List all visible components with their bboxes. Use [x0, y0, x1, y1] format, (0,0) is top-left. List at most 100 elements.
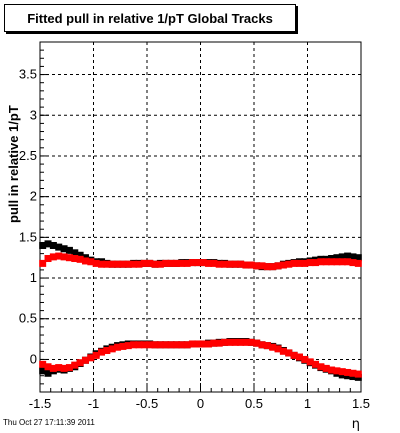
data-point — [60, 364, 68, 372]
data-point — [76, 255, 84, 263]
data-point — [65, 254, 73, 262]
data-point — [55, 364, 63, 372]
data-point — [183, 259, 191, 267]
data-point — [39, 241, 47, 249]
y-tick-label: 3.5 — [19, 67, 37, 82]
data-point — [274, 345, 282, 353]
y-tick-label: 1.5 — [19, 229, 37, 244]
data-point — [108, 260, 116, 268]
data-point — [215, 339, 223, 347]
data-point — [108, 345, 116, 353]
data-point — [76, 251, 84, 259]
data-point — [60, 253, 68, 261]
data-point — [39, 367, 47, 375]
data-point — [172, 341, 180, 349]
data-point — [172, 259, 180, 267]
data-point — [39, 360, 47, 368]
data-point — [354, 254, 362, 262]
data-point — [253, 262, 261, 270]
data-point — [60, 245, 68, 253]
y-tick-label: 2.5 — [19, 148, 37, 163]
data-point — [135, 341, 143, 349]
data-point — [55, 252, 63, 260]
data-point — [205, 259, 213, 267]
data-point — [290, 351, 298, 359]
data-point — [71, 249, 79, 257]
data-point — [333, 367, 341, 375]
data-point — [44, 363, 52, 371]
data-point — [55, 243, 63, 251]
data-point — [253, 339, 261, 347]
data-point — [290, 259, 298, 267]
data-point — [210, 339, 218, 347]
data-point — [199, 259, 207, 267]
data-point — [312, 360, 320, 368]
grid-lines — [39, 42, 362, 392]
data-point — [98, 260, 106, 268]
data-point — [194, 340, 202, 348]
data-point — [317, 363, 325, 371]
data-point — [210, 259, 218, 267]
data-point — [322, 258, 330, 266]
data-point — [65, 364, 73, 372]
data-point — [167, 341, 175, 349]
data-point — [140, 341, 148, 349]
y-tick-label: 0 — [30, 351, 37, 366]
x-tick-label: 0 — [197, 396, 204, 411]
data-point — [162, 341, 170, 349]
data-point — [349, 259, 357, 267]
data-point — [103, 260, 111, 268]
x-tick-label: -1 — [88, 396, 100, 411]
data-point — [103, 346, 111, 354]
data-point — [226, 338, 234, 346]
data-point — [338, 368, 346, 376]
data-point — [247, 338, 255, 346]
data-point — [349, 369, 357, 377]
data-point — [279, 261, 287, 269]
chart-title-text: Fitted pull in relative 1/pT Global Trac… — [27, 10, 273, 26]
data-point — [301, 259, 309, 267]
data-point — [269, 263, 277, 271]
axis-ticks — [39, 49, 362, 393]
x-tick-label: 1.5 — [352, 396, 370, 411]
data-point — [349, 253, 357, 261]
data-point — [338, 258, 346, 266]
data-point — [247, 261, 255, 269]
data-point — [333, 254, 341, 262]
data-point — [279, 347, 287, 355]
data-point — [49, 253, 57, 261]
y-axis-label: pull in relative 1/pT — [6, 105, 21, 223]
data-point — [178, 341, 186, 349]
data-point — [269, 343, 277, 351]
data-point — [231, 338, 239, 346]
data-point — [44, 369, 52, 377]
data-point — [124, 342, 132, 350]
data-point — [76, 359, 84, 367]
data-point — [285, 349, 293, 357]
data-point — [301, 355, 309, 363]
data-point — [87, 354, 95, 362]
x-tick-label: 1 — [304, 396, 311, 411]
y-tick-label: 3 — [30, 107, 37, 122]
data-point — [306, 358, 314, 366]
data-point — [49, 241, 57, 249]
x-tick-label: -0.5 — [136, 396, 158, 411]
data-point — [237, 338, 245, 346]
data-point — [344, 368, 352, 376]
data-point — [295, 259, 303, 267]
data-point — [258, 262, 266, 270]
data-point — [322, 364, 330, 372]
data-point — [130, 260, 138, 268]
data-point — [194, 259, 202, 267]
data-point — [354, 259, 362, 267]
data-point — [114, 260, 122, 268]
data-point — [188, 259, 196, 267]
data-point — [151, 341, 159, 349]
series-3 — [39, 338, 362, 378]
data-point — [338, 253, 346, 261]
data-point — [215, 260, 223, 268]
y-tick-label: 1 — [30, 270, 37, 285]
data-point — [188, 340, 196, 348]
x-tick-label: 0.5 — [245, 396, 263, 411]
